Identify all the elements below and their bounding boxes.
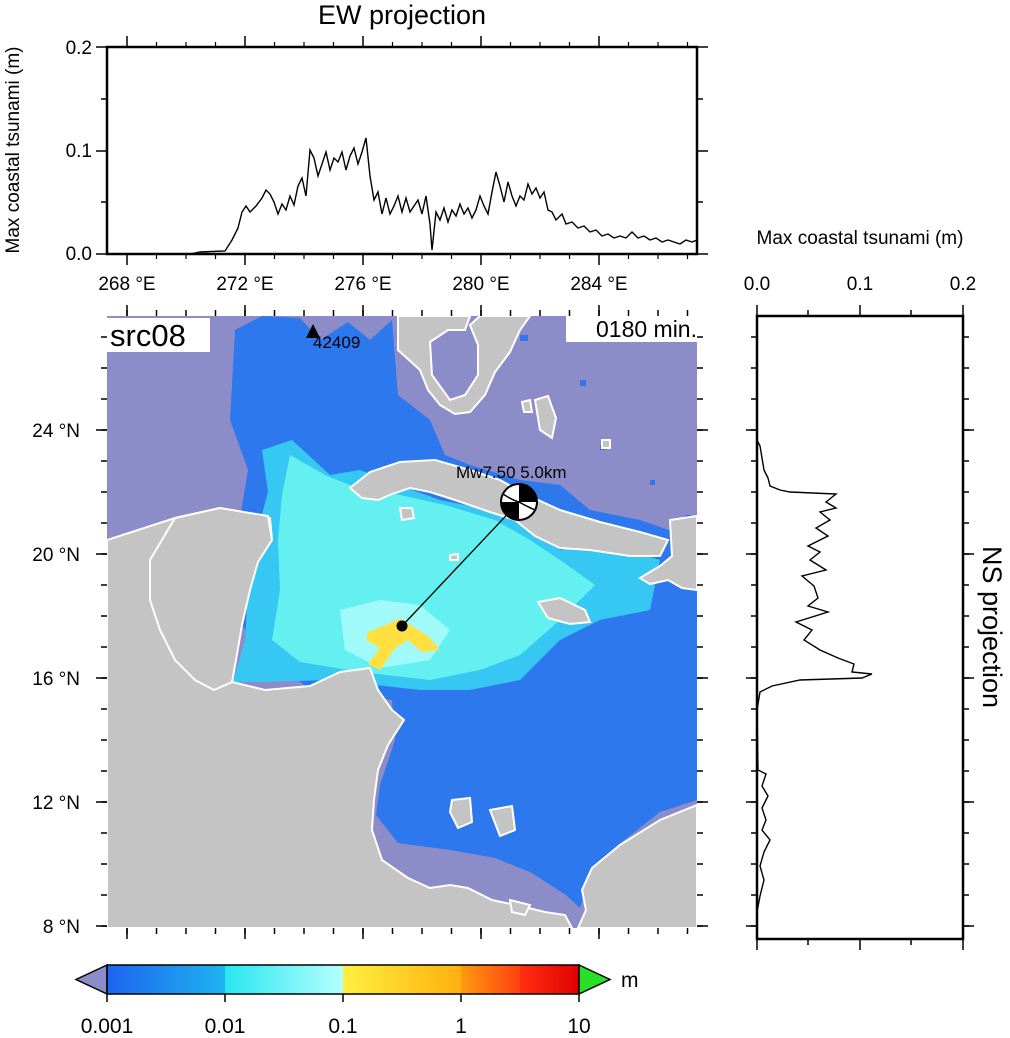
epicenter-dot [396, 620, 408, 632]
colorbar-tick-4: 10 [567, 1015, 590, 1038]
ew-ytick-0: 0.0 [66, 244, 92, 265]
colorbar-seg-4 [461, 965, 520, 994]
colorbar-under-triangle [74, 963, 108, 996]
colorbar-tick-2: 0.1 [328, 1015, 357, 1038]
colorbar-seg-2 [225, 965, 343, 994]
land-isle-of-youth [398, 507, 416, 522]
colorbar-seg-1 [107, 965, 225, 994]
colorbar-unit: m [621, 969, 639, 992]
ns-panel-frame [755, 314, 965, 941]
source-label-bg [107, 318, 210, 352]
colorbar-tick-1: 0.01 [205, 1015, 246, 1038]
land-jamaica [536, 596, 592, 626]
colorbar-over-triangle [578, 963, 612, 996]
map-ytick-24n: 24 °N [32, 421, 80, 442]
ns-ticks [746, 305, 974, 950]
land-bahamas-1 [533, 394, 558, 440]
ew-xtick-284: 284 °E [570, 274, 627, 295]
land-bahamas-2 [520, 398, 534, 413]
land-south-america [576, 803, 697, 928]
land-cayman [449, 552, 459, 561]
station-triangle-icon [306, 324, 320, 338]
ew-xtick-272: 272 °E [216, 274, 273, 295]
focal-mechanism-beachball-icon [500, 483, 538, 521]
colorbar: m 0.001 0.01 0.1 1 10 [74, 963, 639, 1038]
ew-minor-ticks [155, 42, 689, 259]
ns-panel-title: NS projection [977, 546, 1007, 708]
source-label: src08 [110, 318, 186, 353]
ns-projection-panel: Max coastal tsunami (m) 0.0 0.1 0.2 NS p… [744, 228, 1007, 950]
ns-profile-line [757, 439, 873, 913]
ew-panel-ylabel: Max coastal tsunami (m) [3, 47, 24, 254]
map-ytick-12n: 12 °N [32, 793, 80, 814]
colorbar-seg-5 [520, 965, 579, 994]
ew-ytick-1: 0.1 [66, 141, 92, 162]
time-label-bg [566, 316, 697, 342]
ew-ticks [96, 36, 708, 265]
ew-ytick-2: 0.2 [66, 38, 92, 59]
land-islet-nicaragua [448, 796, 474, 830]
ns-xtick-1: 0.1 [847, 274, 873, 295]
map-ticks [96, 305, 708, 939]
time-label: 0180 min. [596, 316, 697, 342]
ew-profile-line [107, 137, 697, 254]
ns-xtick-2: 0.2 [950, 274, 976, 295]
ew-xtick-280: 280 °E [452, 274, 509, 295]
station-label: 42409 [313, 333, 360, 352]
colorbar-tick-3: 1 [455, 1015, 467, 1038]
land-bahamas-3 [601, 439, 611, 449]
ew-panel-title: EW projection [318, 0, 486, 30]
land-islet-panama [508, 898, 532, 917]
event-label: Mw7.50 5.0km [456, 463, 567, 482]
colorbar-seg-3 [343, 965, 461, 994]
map-ytick-16n: 16 °N [32, 669, 80, 690]
land [107, 316, 697, 928]
land-islet-2 [488, 804, 517, 838]
land-florida [397, 316, 532, 416]
ew-panel-frame [105, 45, 699, 256]
ew-xtick-268: 268 °E [98, 274, 155, 295]
ns-panel-xlabel: Max coastal tsunami (m) [757, 228, 964, 249]
ew-xtick-276: 276 °E [334, 274, 391, 295]
colorbar-tick-0: 0.001 [81, 1015, 134, 1038]
wave-field-peak [366, 618, 440, 670]
fault-link-line [401, 501, 520, 627]
land-hispaniola [638, 514, 697, 592]
map-panel: src08 0180 min. 42409 Mw7.50 5.0km 24 °N… [32, 305, 708, 939]
ns-xtick-0: 0.0 [744, 274, 770, 295]
ew-projection-panel: EW projection Max coastal tsunami (m) 0.… [3, 0, 708, 295]
map-ytick-20n: 20 °N [32, 545, 80, 566]
land-yucatan [149, 506, 274, 692]
map-ytick-8n: 8 °N [43, 917, 80, 938]
